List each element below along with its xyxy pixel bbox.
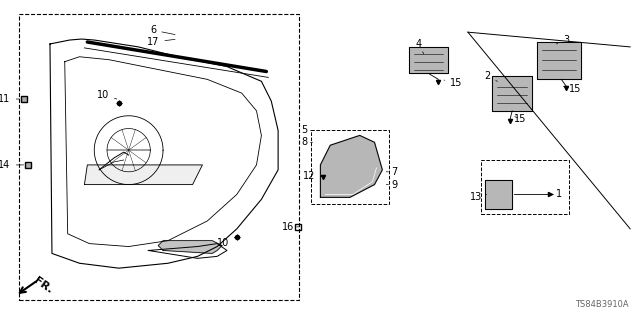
Text: 12: 12 [303, 171, 323, 181]
Polygon shape [158, 241, 222, 253]
Polygon shape [484, 180, 512, 209]
Text: 2: 2 [484, 71, 497, 81]
Text: 10: 10 [217, 237, 237, 248]
Text: 8: 8 [301, 137, 312, 147]
Polygon shape [84, 165, 202, 185]
Text: 10: 10 [97, 90, 117, 100]
Text: 16: 16 [282, 222, 299, 232]
Text: FR.: FR. [32, 276, 55, 296]
Text: 7: 7 [387, 167, 397, 177]
Text: 13: 13 [470, 192, 486, 202]
Text: 15: 15 [563, 84, 582, 94]
Text: 17: 17 [147, 37, 175, 47]
Text: 14: 14 [0, 160, 24, 170]
Polygon shape [321, 135, 382, 197]
Polygon shape [537, 42, 581, 79]
Text: 15: 15 [444, 78, 463, 88]
Text: 15: 15 [514, 114, 527, 124]
Polygon shape [409, 47, 448, 74]
Text: TS84B3910A: TS84B3910A [575, 300, 628, 309]
Text: 4: 4 [416, 39, 424, 54]
Text: 9: 9 [387, 180, 397, 189]
Text: 3: 3 [556, 35, 570, 45]
Text: 1: 1 [552, 189, 563, 199]
Text: 11: 11 [0, 94, 20, 104]
Polygon shape [493, 76, 532, 111]
Text: 5: 5 [301, 125, 312, 135]
Text: 6: 6 [150, 25, 175, 35]
